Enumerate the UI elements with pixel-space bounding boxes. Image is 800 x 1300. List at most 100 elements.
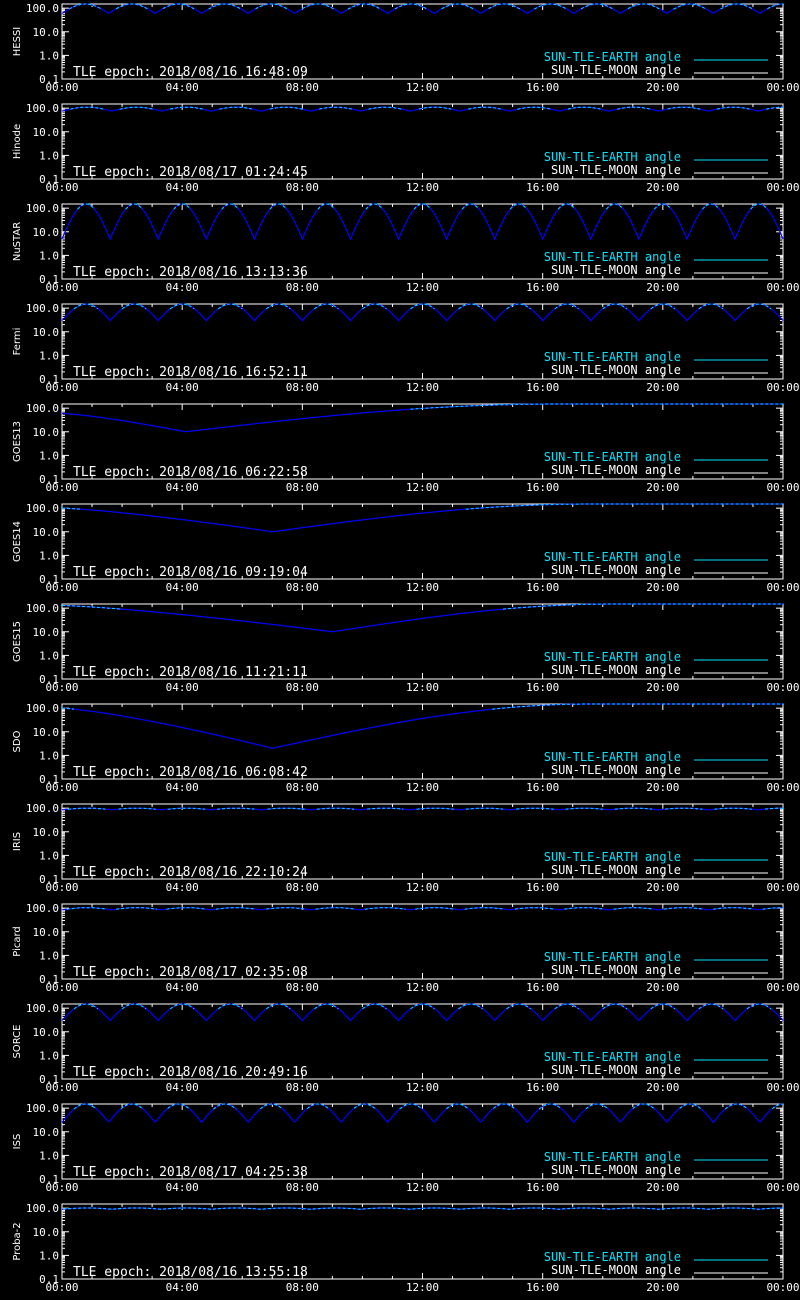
sun-earth-angle-line: [410, 403, 783, 410]
y-tick-label: 1.0: [39, 149, 59, 162]
legend-sun-moon: SUN-TLE-MOON angle: [551, 463, 681, 477]
tle-epoch: TLE epoch: 2018/08/17 02:35:08: [73, 965, 308, 980]
x-tick-label: 12:00: [406, 781, 439, 794]
x-tick-label: 04:00: [166, 381, 199, 394]
x-tick-label: 04:00: [166, 881, 199, 894]
y-tick-label: 100.0: [26, 1202, 59, 1215]
y-tick-label: 0.1: [39, 373, 59, 386]
satellite-label: Proba-2: [12, 1222, 23, 1260]
x-tick-label: 00:00: [766, 381, 799, 394]
x-tick-label: 00:00: [45, 681, 78, 694]
legend-sun-moon: SUN-TLE-MOON angle: [551, 563, 681, 577]
y-tick-label: 1.0: [39, 949, 59, 962]
x-tick-label: 20:00: [646, 1281, 679, 1294]
y-tick-label: 10.0: [33, 1126, 60, 1139]
x-tick-label: 16:00: [526, 181, 559, 194]
x-tick-label: 00:00: [45, 281, 78, 294]
panel-nustar: 100.010.01.00.100:00 04:00 08:00 12:00 16:00…: [12, 202, 800, 294]
tle-epoch: TLE epoch: 2018/08/16 20:49:16: [73, 1065, 308, 1080]
panel-goes13: 100.010.01.00.100:00 04:00 08:00 12:00 16:00…: [12, 402, 800, 494]
y-tick-label: 10.0: [33, 626, 60, 639]
x-tick-label: 08:00: [286, 681, 319, 694]
satellite-label: HESSI: [12, 27, 23, 56]
y-tick-label: 100.0: [26, 302, 59, 315]
x-tick-label: 16:00: [526, 881, 559, 894]
x-tick-label: 16:00: [526, 481, 559, 494]
x-tick-label: 08:00: [286, 881, 319, 894]
sun-earth-angle-line: [77, 203, 768, 210]
y-tick-label: 10.0: [33, 426, 60, 439]
x-tick-label: 08:00: [286, 81, 319, 94]
satellite-label: IRIS: [12, 832, 23, 851]
tle-epoch: TLE epoch: 2018/08/16 13:55:18: [73, 1265, 308, 1280]
legend-sun-moon: SUN-TLE-MOON angle: [551, 763, 681, 777]
x-tick-label: 00:00: [45, 1281, 78, 1294]
x-tick-label: 16:00: [526, 1081, 559, 1094]
x-tick-label: 20:00: [646, 181, 679, 194]
satellite-label: NuSTAR: [12, 222, 23, 261]
x-tick-label: 12:00: [406, 881, 439, 894]
x-tick-label: 20:00: [646, 981, 679, 994]
legend-sun-moon: SUN-TLE-MOON angle: [551, 163, 681, 177]
satellite-label: GOES14: [12, 521, 23, 562]
x-tick-label: 04:00: [166, 481, 199, 494]
y-tick-label: 1.0: [39, 549, 59, 562]
panel-hinode: 100.010.01.00.100:00 04:00 08:00 12:00 16:00…: [12, 102, 800, 194]
legend-sun-earth: SUN-TLE-EARTH angle: [544, 650, 681, 664]
x-tick-label: 20:00: [646, 1081, 679, 1094]
y-tick-label: 1.0: [39, 349, 59, 362]
satellite-label: Hinode: [12, 124, 23, 159]
y-tick-label: 10.0: [33, 526, 60, 539]
x-tick-label: 20:00: [646, 1181, 679, 1194]
x-tick-label: 16:00: [526, 981, 559, 994]
y-tick-label: 10.0: [33, 926, 60, 939]
x-tick-label: 04:00: [166, 81, 199, 94]
y-tick-label: 10.0: [33, 726, 60, 739]
x-tick-label: 08:00: [286, 581, 319, 594]
x-tick-label: 00:00: [766, 1181, 799, 1194]
satellite-label: GOES13: [12, 421, 23, 462]
x-tick-label: 20:00: [646, 481, 679, 494]
panel-goes15: 100.010.01.00.100:00 04:00 08:00 12:00 16:00…: [12, 602, 800, 694]
x-tick-label: 04:00: [166, 1181, 199, 1194]
sun-earth-angle-line: [62, 603, 783, 610]
tle-epoch: TLE epoch: 2018/08/16 11:21:11: [73, 665, 308, 680]
y-tick-label: 10.0: [33, 326, 60, 339]
x-tick-label: 12:00: [406, 581, 439, 594]
x-tick-label: 04:00: [166, 981, 199, 994]
x-tick-label: 08:00: [286, 381, 319, 394]
legend-sun-earth: SUN-TLE-EARTH angle: [544, 250, 681, 264]
y-tick-label: 10.0: [33, 226, 60, 239]
x-tick-label: 00:00: [766, 981, 799, 994]
panel-sdo: 100.010.01.00.100:00 04:00 08:00 12:00 16:00…: [12, 702, 800, 794]
tle-epoch: TLE epoch: 2018/08/16 13:13:36: [73, 265, 308, 280]
x-tick-label: 16:00: [526, 81, 559, 94]
x-tick-label: 08:00: [286, 781, 319, 794]
sun-earth-angle-line: [63, 1207, 783, 1210]
legend-sun-moon: SUN-TLE-MOON angle: [551, 63, 681, 77]
x-tick-label: 00:00: [45, 581, 78, 594]
legend-sun-earth: SUN-TLE-EARTH angle: [544, 750, 681, 764]
x-tick-label: 16:00: [526, 781, 559, 794]
y-tick-label: 1.0: [39, 249, 59, 262]
x-tick-label: 04:00: [166, 281, 199, 294]
satellite-label: Picard: [12, 926, 23, 957]
x-tick-label: 04:00: [166, 781, 199, 794]
x-tick-label: 12:00: [406, 981, 439, 994]
x-tick-label: 08:00: [286, 281, 319, 294]
y-tick-label: 100.0: [26, 902, 59, 915]
legend-sun-moon: SUN-TLE-MOON angle: [551, 1263, 681, 1277]
legend-sun-earth: SUN-TLE-EARTH angle: [544, 550, 681, 564]
y-tick-label: 10.0: [33, 1026, 60, 1039]
y-tick-label: 1.0: [39, 849, 59, 862]
y-tick-label: 10.0: [33, 1226, 60, 1239]
legend-sun-earth: SUN-TLE-EARTH angle: [544, 450, 681, 464]
x-tick-label: 16:00: [526, 581, 559, 594]
x-tick-label: 04:00: [166, 581, 199, 594]
x-tick-label: 08:00: [286, 481, 319, 494]
tle-epoch: TLE epoch: 2018/08/17 01:24:45: [73, 165, 308, 180]
sun-earth-angle-line: [70, 106, 783, 110]
y-tick-label: 1.0: [39, 1249, 59, 1262]
legend-sun-moon: SUN-TLE-MOON angle: [551, 1063, 681, 1077]
x-tick-label: 20:00: [646, 281, 679, 294]
